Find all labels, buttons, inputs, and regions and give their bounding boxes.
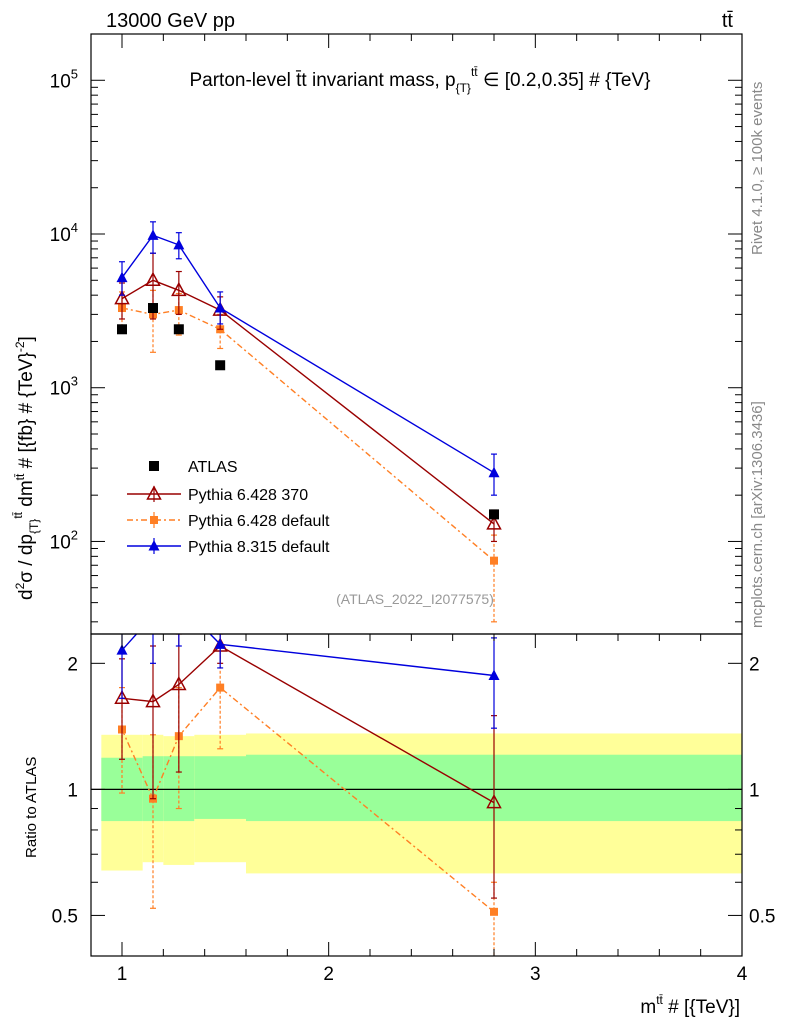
data-point-atlas [117,324,127,335]
ratio-frame [90,633,743,957]
y-tick-label: 105 [50,66,78,92]
ratio-point-py8_default [148,610,159,621]
x-tick-label: 1 [117,964,128,985]
data-point-atlas [489,509,499,520]
legend-label-atlas: ATLAS [188,459,238,476]
ratio-point-py6_370 [171,675,187,691]
legend-label-py6_default: Pythia 6.428 default [188,513,330,530]
mcplots-label: mcplots.cern.ch [arXiv:1306.3436] [749,401,766,628]
data-point-py8_default [147,229,159,240]
rivet-label: Rivet 4.1.0, ≥ 100k events [749,82,766,255]
data-point-py8_default [173,238,185,250]
data-point-py8_default [214,302,226,313]
y-tick-label: 104 [50,220,78,246]
main-panel: 102 103 104 105 Parton-level t̄t invariant … [11,33,743,635]
ratio-point-py6_370 [486,793,502,809]
process-label: tt̄ [722,10,734,32]
ratio-line-py8_default [121,634,495,677]
y-tick-label: 103 [50,374,78,400]
ratio-point-py8_default [488,669,500,681]
energy-label: 13000 GeV pp [106,10,235,32]
ratio-point-py6_default [216,683,225,692]
x-tick-label: 4 [737,964,748,985]
data-point-atlas [173,324,184,335]
ratio-tick-label-left: 2 [67,654,78,675]
data-point-atlas [148,303,158,314]
x-tick-label: 2 [323,964,334,985]
data-point-py6_370 [486,515,502,530]
legend-label-py6_370: Pythia 6.428 370 [188,487,308,504]
ratio-axis-label: Ratio to ATLAS [23,757,40,858]
ratio-tick-label-right: 1 [749,780,760,801]
data-point-atlas [215,360,226,371]
data-point-py6_370 [171,281,187,297]
watermark: (ATLAS_2022_I2077575) [336,591,494,607]
legend: ATLAS Pythia 6.428 370 Pythia 6.428 defaul… [127,459,330,556]
legend-marker-py6_370 [146,485,162,500]
data-point-py8_default [488,466,500,478]
ratio-tick-label-right: 2 [749,654,760,675]
ratio-point-py8_default [116,644,128,655]
legend-label-py8_default: Pythia 8.315 default [188,539,330,556]
data-point-py6_370 [114,290,130,305]
ratio-tick-label-left: 0.5 [52,906,78,927]
y-tick-label: 102 [50,527,78,553]
uncertainty-band-inner [194,756,246,819]
x-tick-label: 3 [530,964,541,985]
x-axis-label: mtt̄ # [{TeV}] [640,993,740,1018]
y-axis-label: d2σ / dp{T}tt̄ dmtt̄ # [{fb} # {TeV}-2] [11,336,41,600]
legend-marker-py6_default [150,516,158,524]
ratio-point-py8_default [173,596,184,607]
ratio-panel: 0.5 0.5 1 1 2 2 1 2 3 4 Ratio to ATLAS mtt̄ # [{… [23,34,775,1018]
main-title: Parton-level t̄t invariant mass, p{T}tt̄… [189,65,650,95]
series-line-py8_default [121,234,495,474]
data-point-py8_default [116,271,128,283]
data-point-py6_default [490,556,498,565]
ratio-point-py8_default [214,638,226,649]
legend-marker-atlas [149,461,159,471]
ratio-tick-label-right: 0.5 [749,906,775,927]
legend-marker-py8_default [148,540,160,551]
data-point-py6_370 [145,271,161,287]
ratio-point-py6_370 [114,689,130,705]
ratio-point-py6_default [490,907,498,916]
ratio-tick-label-left: 1 [67,780,78,801]
ratio-point-py6_370 [145,693,161,708]
